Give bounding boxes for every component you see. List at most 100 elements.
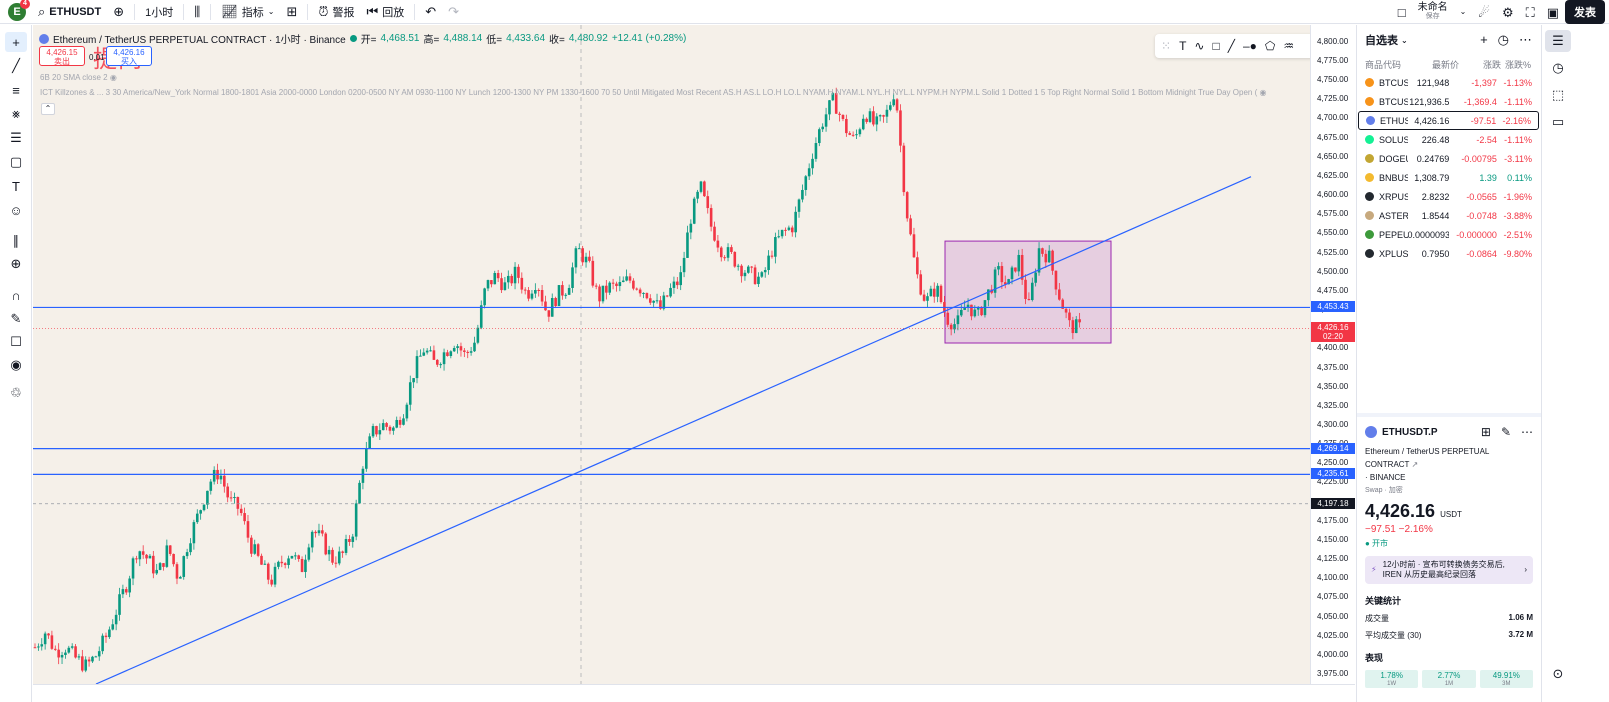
watchlist-row[interactable]: ASTERU 1.8544 -0.0748 -3.88% [1357,206,1540,225]
templates-button[interactable]: ⊞ [280,0,303,24]
candle-body [185,552,189,557]
chart-type-button[interactable]: ⫼ [188,0,206,24]
watchlist-row[interactable]: XPLUSD 0.7950 -0.0864 -9.80% [1357,244,1540,263]
measure-tool[interactable]: ∥ [5,231,27,251]
edit-icon[interactable]: ✎ [1500,425,1511,439]
watchlist-row[interactable]: ETHUSD 4,426.16 -97.51 -2.16% [1358,111,1539,130]
indicators-button[interactable]: 📈︎ 指标 ⌄ [215,0,280,24]
details-full-name[interactable]: Ethereum / TetherUS PERPETUAL CONTRACT [1365,447,1490,469]
price-axis[interactable]: 4,800.00 4,775.00 4,750.00 4,725.00 4,700.00… [1310,25,1355,684]
data-window-tab[interactable]: ⬚ [1545,84,1571,106]
watchlist-tab[interactable]: ☰ [1545,30,1571,52]
horizontal-ray-icon[interactable]: ‒● [1242,39,1257,53]
drag-handle-icon[interactable]: ⁙ [1161,39,1172,53]
layout-name[interactable]: 未命名 保存 [1412,3,1454,21]
candle-body [408,382,412,405]
replay-button[interactable]: ⏮︎ 回放 [361,0,411,24]
watchlist-row[interactable]: SOLUSD 226.48 -2.54 -1.11% [1357,130,1540,149]
text-tool[interactable]: T [5,176,27,196]
sell-label: 卖出 [54,57,70,66]
brush-icon[interactable]: ♒ [1283,39,1295,53]
watchlist-row[interactable]: DOGEU 0.24769 -0.00795 -3.11% [1357,149,1540,168]
trendline-tool[interactable]: ╱ [5,56,27,76]
perf-1w[interactable]: 1.78% 1W [1365,670,1419,688]
open-label: 开= [360,35,377,46]
pattern-tool[interactable]: ⨳ [5,104,27,124]
path-icon[interactable]: ∿ [1194,39,1205,53]
watchlist-row[interactable]: PEPEUS0.0000093 -0.000000 -2.51% [1357,225,1540,244]
col-symbol[interactable]: 商品代码 [1365,59,1402,70]
details-exchange: · BINANCE [1365,473,1406,482]
details-symbol[interactable]: ETHUSDT.P [1382,426,1438,438]
watchlist-row[interactable]: BTCUSD 121,948 -1,397 -1.13% [1357,73,1540,92]
user-avatar[interactable]: E 4 [8,0,30,21]
prediction-tool[interactable]: ☰ [5,128,27,148]
col-last[interactable]: 最新价 [1431,59,1459,70]
redo-button[interactable]: ↷ [442,0,465,24]
quick-search-button[interactable]: ☄ [1472,0,1496,24]
compare-button[interactable]: ⊕ [107,0,130,24]
buy-button[interactable]: 4,426.16 买入 [106,46,152,66]
watchlist-row[interactable]: BNBUSD 1,308.79 1.39 0.11% [1357,168,1540,187]
volume-label: 成交量 [1365,614,1389,623]
perf-1m[interactable]: 2.77% 1M [1422,670,1476,688]
add-symbol-icon[interactable]: + [1480,32,1488,47]
fullscreen-button[interactable]: ⛶ [1520,0,1541,24]
symbol-search[interactable]: ⌕ ETHUSDT [32,0,107,24]
chart-canvas[interactable] [33,25,1310,684]
help-tab[interactable]: ⊙ [1545,663,1571,685]
perf-3m[interactable]: 49.91% 3M [1479,670,1533,688]
external-link-icon[interactable]: ↗ [1411,460,1419,469]
candle-body [168,545,172,554]
col-change[interactable]: 涨跌 [1482,59,1501,70]
layout-toggle[interactable]: □ [1392,0,1412,24]
settings-button[interactable]: ⚙ [1496,0,1520,24]
stay-drawing-tool[interactable]: ✎ [5,309,27,329]
news-item[interactable]: ⚡︎ 12小时前 · 宣布可转换债务交易后, IREN 从历史最高纪录回落 › [1365,556,1533,584]
killzones-indicator-legend[interactable]: ICT Killzones & ... 3 30 America/New_Yor… [40,88,1266,97]
undo-button[interactable]: ↶ [419,0,442,24]
crosshair-tool[interactable]: + [5,32,27,52]
fib-tool[interactable]: ≡ [5,80,27,100]
candle-body [287,558,290,566]
snapshot-button[interactable]: ▣ [1541,0,1565,24]
row-symbol: DOGEU [1379,153,1408,164]
alert-button[interactable]: ⏰︎ 警报 [312,0,360,24]
remove-drawings-tool[interactable]: ♲ [5,383,27,403]
magnet-tool[interactable]: ∩ [5,285,27,305]
layout-menu[interactable]: ⌄ [1454,0,1473,24]
zoom-tool[interactable]: ⊕ [5,254,27,274]
watchlist-row[interactable]: XRPUSD 2.8232 -0.0565 -1.96% [1357,187,1540,206]
eye-off-icon[interactable]: ◉ [109,73,117,82]
sell-button[interactable]: 4,426.15 卖出 [39,46,85,66]
chart-pane[interactable]: 提问 Ethereum / TetherUS PERPETUAL CONTRAC… [33,25,1310,684]
sma-indicator-legend[interactable]: 6B 20 SMA close 2 ◉ [40,73,117,82]
clock-icon[interactable]: ◷ [1497,32,1509,47]
watchlist-row[interactable]: BTCUSD121,936.5 -1,369.4 -1.11% [1357,92,1540,111]
panel-divider[interactable] [1357,413,1541,417]
line-icon[interactable]: ╱ [1227,39,1235,53]
eye-off-icon[interactable]: ◉ [1259,88,1267,97]
shapes-tool[interactable]: ▢ [5,152,27,172]
candle-body [128,578,131,593]
collapse-legend-button[interactable]: ⌃ [41,103,55,115]
alerts-tab[interactable]: ◷ [1545,57,1571,79]
col-change-pct[interactable]: 涨跌% [1504,59,1531,70]
chat-tab[interactable]: ▭ [1545,111,1571,133]
chevron-down-icon[interactable]: ⌄ [1401,35,1408,45]
lock-drawings-tool[interactable]: ☐ [5,332,27,352]
price-tick: 4,750.00 [1317,75,1349,85]
emoji-tool[interactable]: ☺ [5,200,27,220]
text-icon[interactable]: T [1179,39,1187,53]
hide-drawings-tool[interactable]: ◉ [5,355,27,375]
watchlist-title[interactable]: 自选表 [1365,35,1398,47]
candle-body [892,99,895,106]
publish-button[interactable]: 发表 [1565,0,1605,24]
more-icon[interactable]: ⋯ [1519,32,1532,47]
polygon-icon[interactable]: ⬠ [1264,39,1276,53]
interval-button[interactable]: 1小时 [145,6,174,19]
row-change: 1.39 [1479,172,1497,183]
rectangle-icon[interactable]: □ [1212,39,1220,53]
more-icon[interactable]: ⋯ [1521,425,1533,439]
grid-icon[interactable]: ⊞ [1480,425,1491,439]
